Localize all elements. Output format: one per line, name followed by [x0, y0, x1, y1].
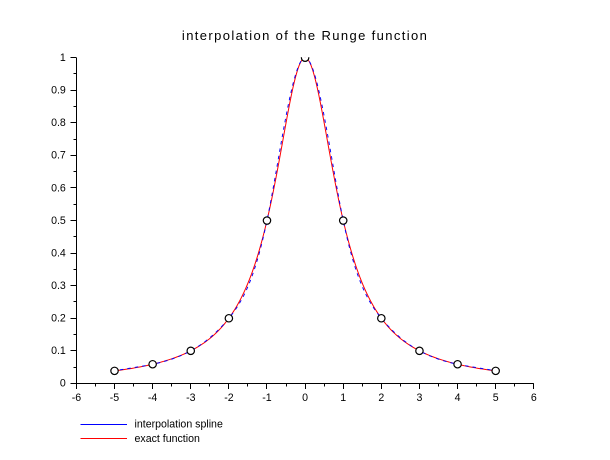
svg-text:1: 1 — [60, 52, 66, 64]
svg-text:2: 2 — [378, 392, 384, 404]
svg-text:5: 5 — [493, 392, 499, 404]
svg-text:-2: -2 — [224, 392, 234, 404]
svg-text:0.7: 0.7 — [51, 150, 66, 162]
svg-text:0.1: 0.1 — [51, 345, 66, 357]
svg-text:0.3: 0.3 — [51, 280, 66, 292]
svg-text:3: 3 — [417, 392, 423, 404]
svg-text:0.8: 0.8 — [51, 117, 66, 129]
svg-text:0.9: 0.9 — [51, 85, 66, 97]
svg-text:interpolation spline: interpolation spline — [135, 418, 223, 430]
svg-text:0: 0 — [60, 378, 66, 390]
svg-text:-6: -6 — [72, 392, 82, 404]
svg-text:exact function: exact function — [135, 433, 200, 445]
svg-text:-5: -5 — [110, 392, 120, 404]
svg-text:0.6: 0.6 — [51, 182, 66, 194]
svg-text:-3: -3 — [186, 392, 196, 404]
svg-text:6: 6 — [531, 392, 537, 404]
svg-text:-1: -1 — [262, 392, 272, 404]
svg-text:0.4: 0.4 — [51, 247, 66, 259]
svg-text:1: 1 — [340, 392, 346, 404]
svg-text:interpolation of the Runge fun: interpolation of the Runge function — [182, 28, 428, 43]
svg-text:0.5: 0.5 — [51, 215, 66, 227]
svg-text:0.2: 0.2 — [51, 313, 66, 325]
svg-text:0: 0 — [302, 392, 308, 404]
svg-text:-4: -4 — [148, 392, 158, 404]
svg-text:4: 4 — [455, 392, 461, 404]
